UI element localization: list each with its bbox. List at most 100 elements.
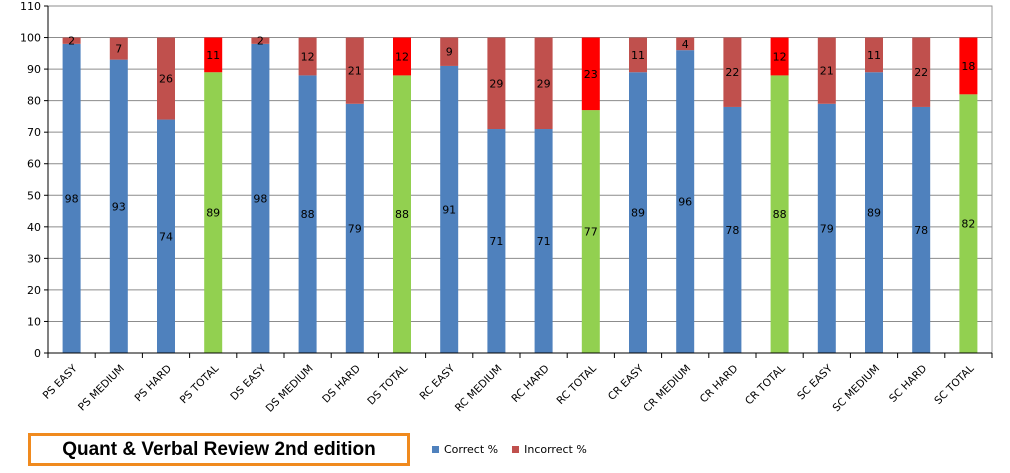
bar-incorrect [345, 37, 364, 104]
data-label-correct: 98 [65, 192, 79, 205]
bar-incorrect [62, 37, 81, 44]
data-label-correct: 79 [820, 222, 834, 235]
y-axis: 0 10 20 30 40 50 60 70 80 90 100 110 [20, 0, 49, 360]
y-tick-label: 100 [20, 32, 41, 45]
x-tick-label: RC MEDIUM [453, 363, 505, 415]
bar-correct [440, 65, 459, 353]
data-label-incorrect: 23 [584, 68, 598, 81]
bar-incorrect [440, 37, 459, 66]
bar-incorrect [157, 37, 175, 120]
x-tick-label: SC TOTAL [932, 363, 976, 407]
legend: Correct % Incorrect % [432, 441, 601, 457]
legend-swatch-incorrect [512, 445, 520, 453]
bar-incorrect [534, 37, 553, 130]
y-tick-label: 70 [27, 126, 41, 139]
bar-correct [62, 43, 81, 353]
y-tick-label: 20 [27, 284, 41, 297]
data-label-correct: 89 [867, 207, 881, 220]
bar-correct [298, 75, 317, 354]
bar-correct [109, 59, 128, 354]
bar-incorrect [865, 37, 883, 73]
bar-incorrect [581, 37, 600, 111]
x-tick-label: PS HARD [133, 363, 175, 405]
x-tick-label: DS TOTAL [365, 363, 410, 408]
y-tick-label: 60 [27, 158, 41, 171]
bar-incorrect [629, 37, 647, 73]
bar-correct [912, 106, 931, 353]
bar-correct [959, 94, 978, 353]
data-labels: 9829377426891198288127921881291971297129… [65, 35, 976, 248]
bar-correct [393, 75, 411, 354]
data-label-incorrect: 2 [68, 35, 75, 48]
data-label-correct: 82 [961, 218, 975, 231]
bar-correct [676, 50, 695, 353]
bar-incorrect [770, 37, 789, 76]
data-label-correct: 89 [206, 207, 220, 220]
bar-correct [345, 103, 364, 353]
y-tick-label: 80 [27, 95, 41, 108]
bars [62, 37, 978, 354]
bar-correct [204, 72, 223, 353]
data-label-correct: 98 [253, 192, 267, 205]
data-label-incorrect: 12 [301, 50, 315, 63]
bar-correct [770, 75, 789, 354]
x-tick-label: DS HARD [320, 363, 363, 406]
bar-incorrect [393, 37, 411, 76]
data-label-incorrect: 2 [257, 35, 264, 48]
data-label-incorrect: 22 [725, 66, 739, 79]
data-label-incorrect: 29 [537, 77, 551, 90]
y-tick-label: 90 [27, 63, 41, 76]
data-label-incorrect: 21 [348, 65, 362, 78]
data-label-incorrect: 18 [961, 60, 975, 73]
data-label-correct: 78 [725, 224, 739, 237]
x-tick-label: CR MEDIUM [641, 363, 693, 415]
bar-correct [487, 129, 506, 353]
bar-correct [817, 103, 836, 353]
bar-correct [865, 72, 883, 353]
x-tick-label: RC HARD [509, 363, 551, 405]
data-label-incorrect: 29 [489, 77, 503, 90]
legend-swatch-correct [432, 445, 439, 453]
bar-correct [534, 129, 553, 353]
y-tick-label: 30 [27, 252, 41, 265]
x-tick-label: RC TOTAL [555, 363, 599, 407]
legend-label-incorrect: Incorrect % [524, 442, 587, 456]
data-label-incorrect: 22 [914, 66, 928, 79]
data-label-incorrect: 4 [682, 38, 689, 51]
data-label-correct: 74 [159, 230, 173, 243]
data-label-incorrect: 11 [206, 49, 220, 62]
bar-correct [723, 106, 742, 353]
bar-incorrect [109, 37, 128, 60]
data-label-correct: 77 [584, 226, 598, 239]
y-tick-label: 0 [34, 347, 41, 360]
data-label-correct: 71 [537, 235, 551, 248]
x-tick-label: RC EASY [417, 362, 457, 402]
bar-incorrect [676, 37, 695, 51]
x-tick-label: PS EASY [41, 362, 80, 401]
bar-correct [157, 119, 175, 354]
data-label-correct: 96 [678, 196, 692, 209]
bar-correct [629, 72, 647, 353]
bar-incorrect [817, 37, 836, 104]
x-tick-label: SC MEDIUM [831, 363, 883, 415]
data-label-correct: 79 [348, 222, 362, 235]
y-tick-label: 10 [27, 315, 41, 328]
data-label-incorrect: 26 [159, 73, 173, 86]
x-tick-label: PS TOTAL [178, 363, 222, 407]
x-tick-label: SC HARD [887, 363, 929, 405]
bar-incorrect [959, 37, 978, 95]
data-label-incorrect: 12 [395, 50, 409, 63]
data-label-correct: 93 [112, 200, 126, 213]
bar-incorrect [251, 37, 270, 44]
x-tick-label: CR EASY [606, 362, 647, 403]
data-label-correct: 88 [773, 208, 787, 221]
data-label-incorrect: 9 [446, 46, 453, 59]
x-tick-label: DS MEDIUM [264, 363, 316, 415]
bar-incorrect [204, 37, 223, 73]
data-label-correct: 91 [442, 203, 456, 216]
y-tick-label: 50 [27, 189, 41, 202]
legend-label-correct: Correct % [444, 442, 499, 456]
x-tick-label: PS MEDIUM [76, 363, 127, 414]
